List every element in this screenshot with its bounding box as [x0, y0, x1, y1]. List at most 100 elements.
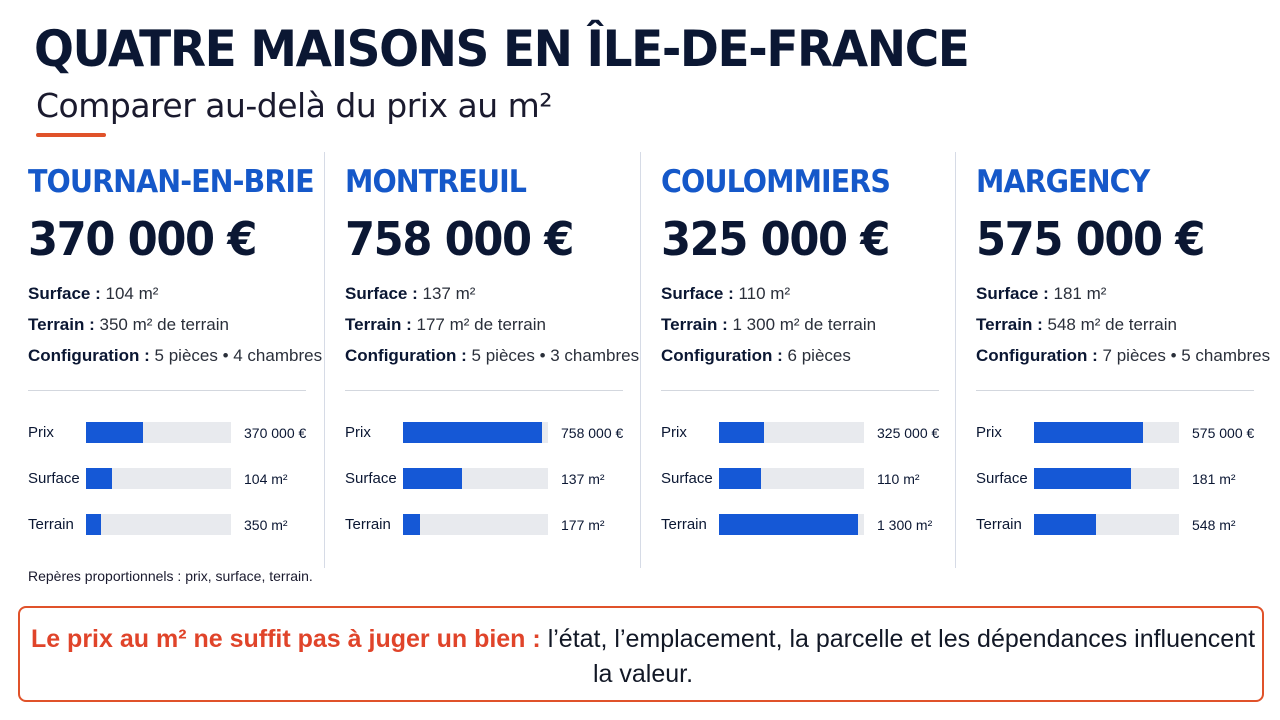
- city-name: MONTREUIL: [345, 164, 527, 200]
- bar-track: [86, 514, 231, 535]
- bar-track: [719, 422, 864, 443]
- title-accent-line: [36, 133, 106, 137]
- bar-label: Prix: [976, 424, 1002, 441]
- property-price: 575 000 €: [976, 212, 1205, 266]
- spec-terrain: Terrain : 350 m² de terrain: [28, 315, 229, 334]
- bar-track: [719, 468, 864, 489]
- property-card: TOURNAN-EN-BRIE 370 000 € Surface : 104 …: [28, 150, 324, 570]
- bar-fill: [86, 422, 143, 443]
- spec-configuration: Configuration : 5 pièces • 4 chambres: [28, 346, 323, 365]
- divider: [661, 390, 939, 391]
- bar-value: 104 m²: [244, 471, 288, 487]
- property-price: 325 000 €: [661, 212, 890, 266]
- property-card: COULOMMIERS 325 000 € Surface : 110 m² T…: [661, 150, 957, 570]
- spec-label: Configuration: [28, 346, 140, 365]
- bar-fill: [1034, 422, 1143, 443]
- footnote: Repères proportionnels : prix, surface, …: [28, 568, 313, 584]
- property-card: MONTREUIL 758 000 € Surface : 137 m² Ter…: [345, 150, 641, 570]
- bar-value: 575 000 €: [1192, 425, 1255, 441]
- spec-value: 137 m²: [422, 284, 476, 303]
- city-name: TOURNAN-EN-BRIE: [28, 164, 315, 200]
- property-price: 370 000 €: [28, 212, 257, 266]
- spec-configuration: Configuration : 7 pièces • 5 chambres: [976, 346, 1271, 365]
- spec-value: 5 pièces • 3 chambres: [471, 346, 640, 365]
- spec-value: 548 m² de terrain: [1047, 315, 1177, 334]
- spec-value: 350 m² de terrain: [99, 315, 229, 334]
- bar-fill: [719, 468, 762, 489]
- bar-value: 548 m²: [1192, 517, 1236, 533]
- bar-label: Surface: [345, 470, 397, 487]
- callout-highlight: Le prix au m² ne suffit pas à juger un b…: [30, 625, 541, 653]
- spec-configuration: Configuration : 5 pièces • 3 chambres: [345, 346, 640, 365]
- bar-label: Surface: [976, 470, 1028, 487]
- spec-value: 110 m²: [738, 284, 791, 303]
- spec-terrain: Terrain : 1 300 m² de terrain: [661, 315, 877, 334]
- bar-fill: [719, 514, 859, 535]
- city-name: MARGENCY: [976, 164, 1150, 200]
- bar-label: Terrain: [976, 516, 1022, 533]
- bar-row-terrain: Terrain 1 300 m²: [661, 514, 957, 536]
- spec-value: 104 m²: [105, 284, 159, 303]
- spec-label: Configuration: [661, 346, 773, 365]
- property-columns: TOURNAN-EN-BRIE 370 000 € Surface : 104 …: [0, 150, 1280, 570]
- divider: [28, 390, 306, 391]
- page-subtitle: Comparer au-delà du prix au m²: [36, 86, 552, 125]
- bar-track: [403, 514, 548, 535]
- spec-value: 5 pièces • 4 chambres: [154, 346, 323, 365]
- bar-fill: [86, 514, 101, 535]
- spec-label: Configuration: [976, 346, 1088, 365]
- spec-value: 177 m² de terrain: [416, 315, 546, 334]
- spec-value: 181 m²: [1053, 284, 1107, 303]
- spec-surface: Surface : 137 m²: [345, 284, 476, 303]
- bar-track: [86, 422, 231, 443]
- bar-label: Surface: [661, 470, 713, 487]
- bar-value: 1 300 m²: [877, 517, 933, 533]
- property-price: 758 000 €: [345, 212, 574, 266]
- spec-label: Configuration: [345, 346, 457, 365]
- spec-value: 1 300 m² de terrain: [732, 315, 877, 334]
- page-title: QUATRE MAISONS EN ÎLE-DE-FRANCE: [34, 20, 970, 78]
- bar-row-surface: Surface 110 m²: [661, 468, 957, 490]
- bar-row-terrain: Terrain 350 m²: [28, 514, 324, 536]
- callout-body: l’état, l’emplacement, la parcelle et le…: [547, 625, 1256, 688]
- bar-row-surface: Surface 181 m²: [976, 468, 1272, 490]
- bar-fill: [403, 468, 463, 489]
- bar-row-prix: Prix 370 000 €: [28, 422, 324, 444]
- bar-value: 325 000 €: [877, 425, 940, 441]
- bar-track: [1034, 468, 1179, 489]
- bar-track: [86, 468, 231, 489]
- spec-label: Surface: [345, 284, 408, 303]
- bar-row-terrain: Terrain 548 m²: [976, 514, 1272, 536]
- spec-value: 7 pièces • 5 chambres: [1102, 346, 1271, 365]
- bar-label: Prix: [345, 424, 371, 441]
- bar-row-terrain: Terrain 177 m²: [345, 514, 641, 536]
- bar-row-prix: Prix 758 000 €: [345, 422, 641, 444]
- spec-label: Surface: [976, 284, 1039, 303]
- spec-surface: Surface : 110 m²: [661, 284, 791, 303]
- bar-label: Prix: [28, 424, 54, 441]
- bar-value: 350 m²: [244, 517, 288, 533]
- bar-label: Prix: [661, 424, 687, 441]
- bar-row-prix: Prix 325 000 €: [661, 422, 957, 444]
- bar-value: 110 m²: [877, 471, 920, 487]
- bar-row-surface: Surface 137 m²: [345, 468, 641, 490]
- column-divider: [324, 152, 325, 568]
- spec-label: Terrain: [28, 315, 85, 334]
- bar-track: [403, 468, 548, 489]
- spec-label: Surface: [28, 284, 91, 303]
- spec-configuration: Configuration : 6 pièces: [661, 346, 851, 365]
- spec-label: Surface: [661, 284, 724, 303]
- spec-value: 6 pièces: [787, 346, 851, 365]
- bar-value: 177 m²: [561, 517, 605, 533]
- spec-label: Terrain: [661, 315, 718, 334]
- bar-track: [403, 422, 548, 443]
- bar-fill: [403, 422, 543, 443]
- bar-fill: [403, 514, 421, 535]
- spec-terrain: Terrain : 177 m² de terrain: [345, 315, 546, 334]
- divider: [345, 390, 623, 391]
- spec-surface: Surface : 181 m²: [976, 284, 1107, 303]
- bar-fill: [1034, 514, 1097, 535]
- column-divider: [640, 152, 641, 568]
- bar-fill: [86, 468, 113, 489]
- spec-surface: Surface : 104 m²: [28, 284, 159, 303]
